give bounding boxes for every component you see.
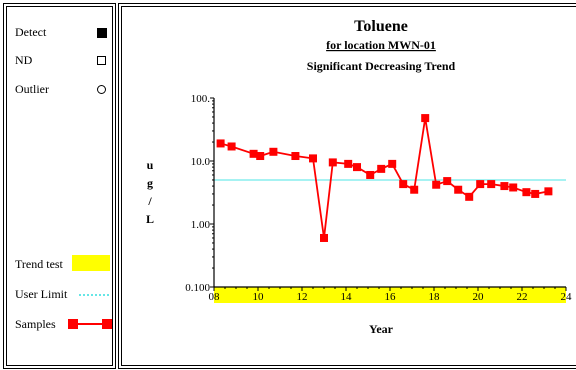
- data-point: [509, 183, 518, 192]
- chart-axes: [213, 98, 566, 288]
- x-tick-label: 16: [385, 291, 397, 303]
- data-point: [227, 142, 236, 151]
- data-point: [432, 180, 441, 189]
- data-point: [399, 180, 408, 189]
- legend-samples-label: Samples: [15, 317, 56, 331]
- data-point: [531, 189, 540, 198]
- data-point: [500, 182, 509, 191]
- data-point: [544, 187, 553, 196]
- y-axis-label-char: g: [147, 176, 153, 190]
- chart-panel: Toluene for location MWN-01 Significant …: [121, 6, 576, 366]
- data-point: [216, 139, 225, 148]
- data-point: [487, 180, 496, 189]
- trend-test-swatch-icon: [72, 255, 110, 271]
- legend-trend-test-label: Trend test: [15, 257, 63, 271]
- y-axis-label-char: L: [146, 212, 154, 226]
- detect-filled-square-icon: [97, 28, 107, 38]
- series-line: [220, 117, 549, 239]
- legend-detect-label: Detect: [15, 25, 47, 39]
- y-tick-label: 100.: [191, 93, 211, 105]
- y-tick-label: 10.0: [191, 156, 211, 168]
- data-point: [476, 180, 485, 189]
- data-point: [291, 152, 300, 161]
- data-point: [377, 164, 386, 173]
- y-axis-label-char: u: [147, 158, 154, 172]
- chart-trend-label: Significant Decreasing Trend: [307, 59, 456, 73]
- x-tick-label: 10: [253, 291, 265, 303]
- outlier-open-circle-icon: [97, 85, 106, 94]
- x-tick-label: 18: [429, 291, 441, 303]
- samples-line-marker-icon: [68, 319, 112, 329]
- chart-subtitle: for location MWN-01: [326, 38, 436, 52]
- data-point: [249, 149, 258, 158]
- x-tick-label: 24: [561, 291, 573, 303]
- y-tick-label: 0.100: [185, 282, 210, 294]
- data-point: [309, 154, 317, 163]
- x-axis-label: Year: [369, 322, 394, 336]
- data-point: [410, 185, 419, 194]
- data-point: [328, 158, 337, 167]
- data-point: [320, 233, 328, 242]
- y-axis-label: ug / L: [146, 158, 154, 226]
- data-point: [454, 185, 463, 194]
- nd-open-square-icon: [97, 56, 106, 65]
- legend-user-limit-label: User Limit: [15, 287, 68, 301]
- chart-ticks: 08 10 12 14 16 18 20 22 24 0.100 1.00 10.0 100.: [185, 93, 572, 303]
- chart-title: Toluene: [354, 18, 408, 35]
- chart-svg: Toluene for location MWN-01 Significant …: [146, 18, 572, 336]
- data-point: [269, 147, 278, 156]
- data-point: [421, 114, 430, 123]
- data-point: [256, 152, 265, 161]
- data-point: [353, 163, 361, 172]
- data-point: [366, 170, 375, 179]
- x-tick-label: 14: [341, 291, 353, 303]
- y-axis-label-char: /: [147, 194, 152, 208]
- data-point: [388, 159, 397, 168]
- x-tick-label: 20: [473, 291, 485, 303]
- legend-nd-label: ND: [15, 53, 33, 67]
- legend-outlier-label: Outlier: [15, 82, 49, 96]
- user-limit-line-icon: [79, 294, 109, 296]
- legend-panel: Detect ND Outlier Trend test User Limit …: [6, 6, 113, 366]
- x-tick-label: 08: [209, 291, 221, 303]
- x-tick-label: 12: [297, 291, 308, 303]
- y-tick-label: 1.00: [191, 219, 211, 231]
- data-point: [344, 159, 353, 168]
- data-point: [443, 177, 452, 186]
- chart-series: [216, 114, 553, 242]
- data-point: [522, 188, 531, 197]
- x-tick-label: 22: [517, 291, 528, 303]
- data-point: [465, 192, 474, 201]
